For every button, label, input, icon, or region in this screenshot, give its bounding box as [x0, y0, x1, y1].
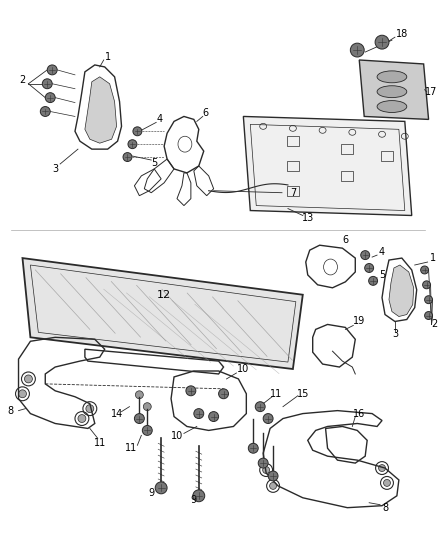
Bar — [341, 144, 353, 154]
Ellipse shape — [142, 425, 152, 435]
Polygon shape — [389, 265, 414, 317]
Text: 3: 3 — [392, 329, 398, 340]
Ellipse shape — [134, 414, 144, 424]
Ellipse shape — [193, 490, 205, 502]
Bar — [341, 171, 353, 181]
Bar — [287, 161, 299, 171]
Ellipse shape — [361, 251, 370, 260]
Text: 18: 18 — [396, 29, 408, 39]
Text: 14: 14 — [111, 409, 124, 418]
Polygon shape — [22, 258, 303, 369]
Ellipse shape — [423, 281, 431, 289]
Ellipse shape — [263, 414, 273, 424]
Bar — [287, 186, 299, 196]
Ellipse shape — [219, 389, 229, 399]
Ellipse shape — [248, 443, 258, 453]
Text: 9: 9 — [191, 495, 197, 505]
Ellipse shape — [18, 390, 26, 398]
Ellipse shape — [47, 65, 57, 75]
Text: 17: 17 — [425, 87, 438, 96]
Text: 11: 11 — [94, 438, 106, 448]
Text: 16: 16 — [353, 409, 365, 418]
Text: 7: 7 — [290, 188, 296, 198]
Text: 5: 5 — [379, 270, 385, 280]
Ellipse shape — [86, 405, 94, 413]
Ellipse shape — [258, 458, 268, 468]
Ellipse shape — [270, 482, 276, 489]
Ellipse shape — [424, 312, 433, 319]
Ellipse shape — [133, 127, 142, 136]
Text: 2: 2 — [19, 75, 25, 85]
Text: 5: 5 — [151, 158, 157, 168]
Ellipse shape — [194, 409, 204, 418]
Ellipse shape — [377, 101, 407, 112]
Ellipse shape — [263, 466, 270, 473]
Text: 13: 13 — [302, 213, 314, 223]
Ellipse shape — [424, 296, 433, 304]
Text: 1: 1 — [105, 52, 111, 62]
Text: 15: 15 — [297, 389, 309, 399]
Text: 19: 19 — [353, 317, 365, 327]
Ellipse shape — [135, 391, 143, 399]
Ellipse shape — [208, 411, 219, 422]
Ellipse shape — [25, 375, 32, 383]
Ellipse shape — [350, 43, 364, 57]
Ellipse shape — [420, 266, 428, 274]
Text: 11: 11 — [270, 389, 282, 399]
Polygon shape — [85, 77, 117, 143]
Ellipse shape — [377, 86, 407, 98]
Text: 8: 8 — [7, 406, 14, 416]
Ellipse shape — [268, 471, 278, 481]
Ellipse shape — [42, 79, 52, 88]
Ellipse shape — [128, 140, 137, 149]
Ellipse shape — [45, 93, 55, 102]
Ellipse shape — [155, 482, 167, 494]
Ellipse shape — [375, 35, 389, 49]
Text: 9: 9 — [148, 488, 154, 498]
Ellipse shape — [78, 415, 86, 423]
Ellipse shape — [255, 402, 265, 411]
Text: 6: 6 — [203, 109, 209, 118]
Polygon shape — [244, 116, 412, 215]
Text: 10: 10 — [171, 431, 183, 441]
Text: 4: 4 — [379, 247, 385, 257]
Bar — [287, 136, 299, 146]
Text: 1: 1 — [430, 253, 436, 263]
Ellipse shape — [378, 465, 385, 472]
Text: 2: 2 — [431, 319, 438, 329]
Ellipse shape — [377, 71, 407, 83]
Ellipse shape — [40, 107, 50, 116]
Text: 11: 11 — [125, 443, 138, 453]
Text: 4: 4 — [156, 115, 162, 124]
Ellipse shape — [143, 403, 151, 410]
Text: 10: 10 — [237, 364, 250, 374]
Ellipse shape — [384, 480, 390, 487]
Ellipse shape — [123, 152, 132, 161]
Bar — [381, 151, 393, 161]
Polygon shape — [359, 60, 428, 119]
Ellipse shape — [369, 277, 378, 285]
Text: 8: 8 — [382, 503, 388, 513]
Ellipse shape — [186, 386, 196, 396]
Text: 12: 12 — [157, 290, 171, 300]
Text: 6: 6 — [343, 235, 349, 245]
Text: 3: 3 — [52, 164, 58, 174]
Ellipse shape — [365, 263, 374, 272]
